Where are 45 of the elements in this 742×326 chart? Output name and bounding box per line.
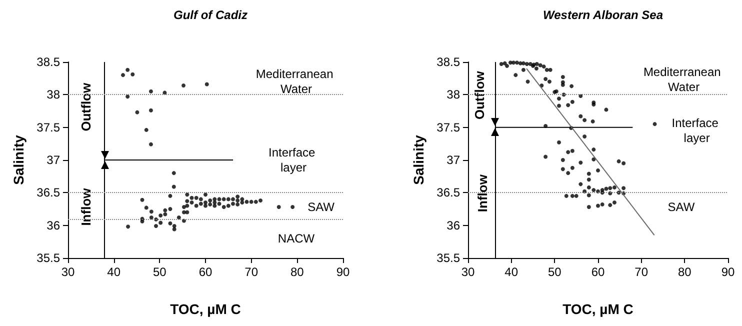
annotation: Mediterranean Water: [643, 65, 724, 94]
x-tick-label: 90: [336, 265, 350, 279]
x-tick-label: 80: [290, 265, 304, 279]
x-tick-label: 60: [198, 265, 212, 279]
annotation: Mediterranean Water: [256, 67, 337, 96]
x-tick-label: 70: [244, 265, 258, 279]
y-tick-label: 37.5: [36, 120, 60, 134]
x-tick-label: 70: [634, 265, 648, 279]
y-tick-label: 38: [446, 88, 460, 102]
annotation: Inflow: [474, 174, 490, 212]
y-tick-label: 36.5: [436, 186, 460, 200]
annotation: Outflow: [472, 70, 488, 120]
y-axis-title: Salinity: [10, 134, 27, 185]
y-axis-title: Salinity: [410, 134, 427, 185]
annotation: Interface layer: [672, 116, 722, 146]
y-tick-label: 37: [46, 153, 60, 167]
y-tick-label: 35.5: [36, 251, 60, 265]
chart-title: Gulf of Cadiz: [174, 8, 248, 22]
x-tick-label: 40: [504, 265, 518, 279]
y-tick-label: 38: [46, 88, 60, 102]
y-tick-label: 36.5: [36, 186, 60, 200]
x-tick-label: 60: [591, 265, 605, 279]
y-tick-label: 37.5: [436, 120, 460, 134]
y-tick-label: 38.5: [436, 55, 460, 69]
annotation: NACW: [278, 231, 316, 246]
x-axis-title: TOC, µM C: [562, 301, 634, 317]
annotation: SAW: [668, 200, 696, 214]
x-axis-title: TOC, µM C: [170, 301, 241, 317]
annotation: Inflow: [78, 187, 94, 226]
y-tick-label: 36: [46, 218, 60, 232]
y-tick-label: 37: [446, 153, 460, 167]
y-tick-label: 36: [446, 218, 460, 232]
x-tick-label: 50: [548, 265, 562, 279]
annotation: Interface layer: [268, 146, 319, 174]
x-tick-label: 50: [152, 265, 167, 279]
x-tick-label: 90: [721, 265, 735, 279]
x-tick-label: 30: [461, 265, 475, 279]
chart-title: Western Alboran Sea: [542, 8, 664, 22]
y-tick-label: 35.5: [436, 251, 460, 265]
x-tick-label: 80: [678, 265, 692, 279]
annotation: Outflow: [78, 82, 94, 132]
annotation: SAW: [308, 200, 336, 214]
x-tick-label: 30: [61, 265, 75, 279]
x-tick-label: 40: [107, 265, 121, 279]
y-tick-label: 38.5: [36, 55, 60, 69]
